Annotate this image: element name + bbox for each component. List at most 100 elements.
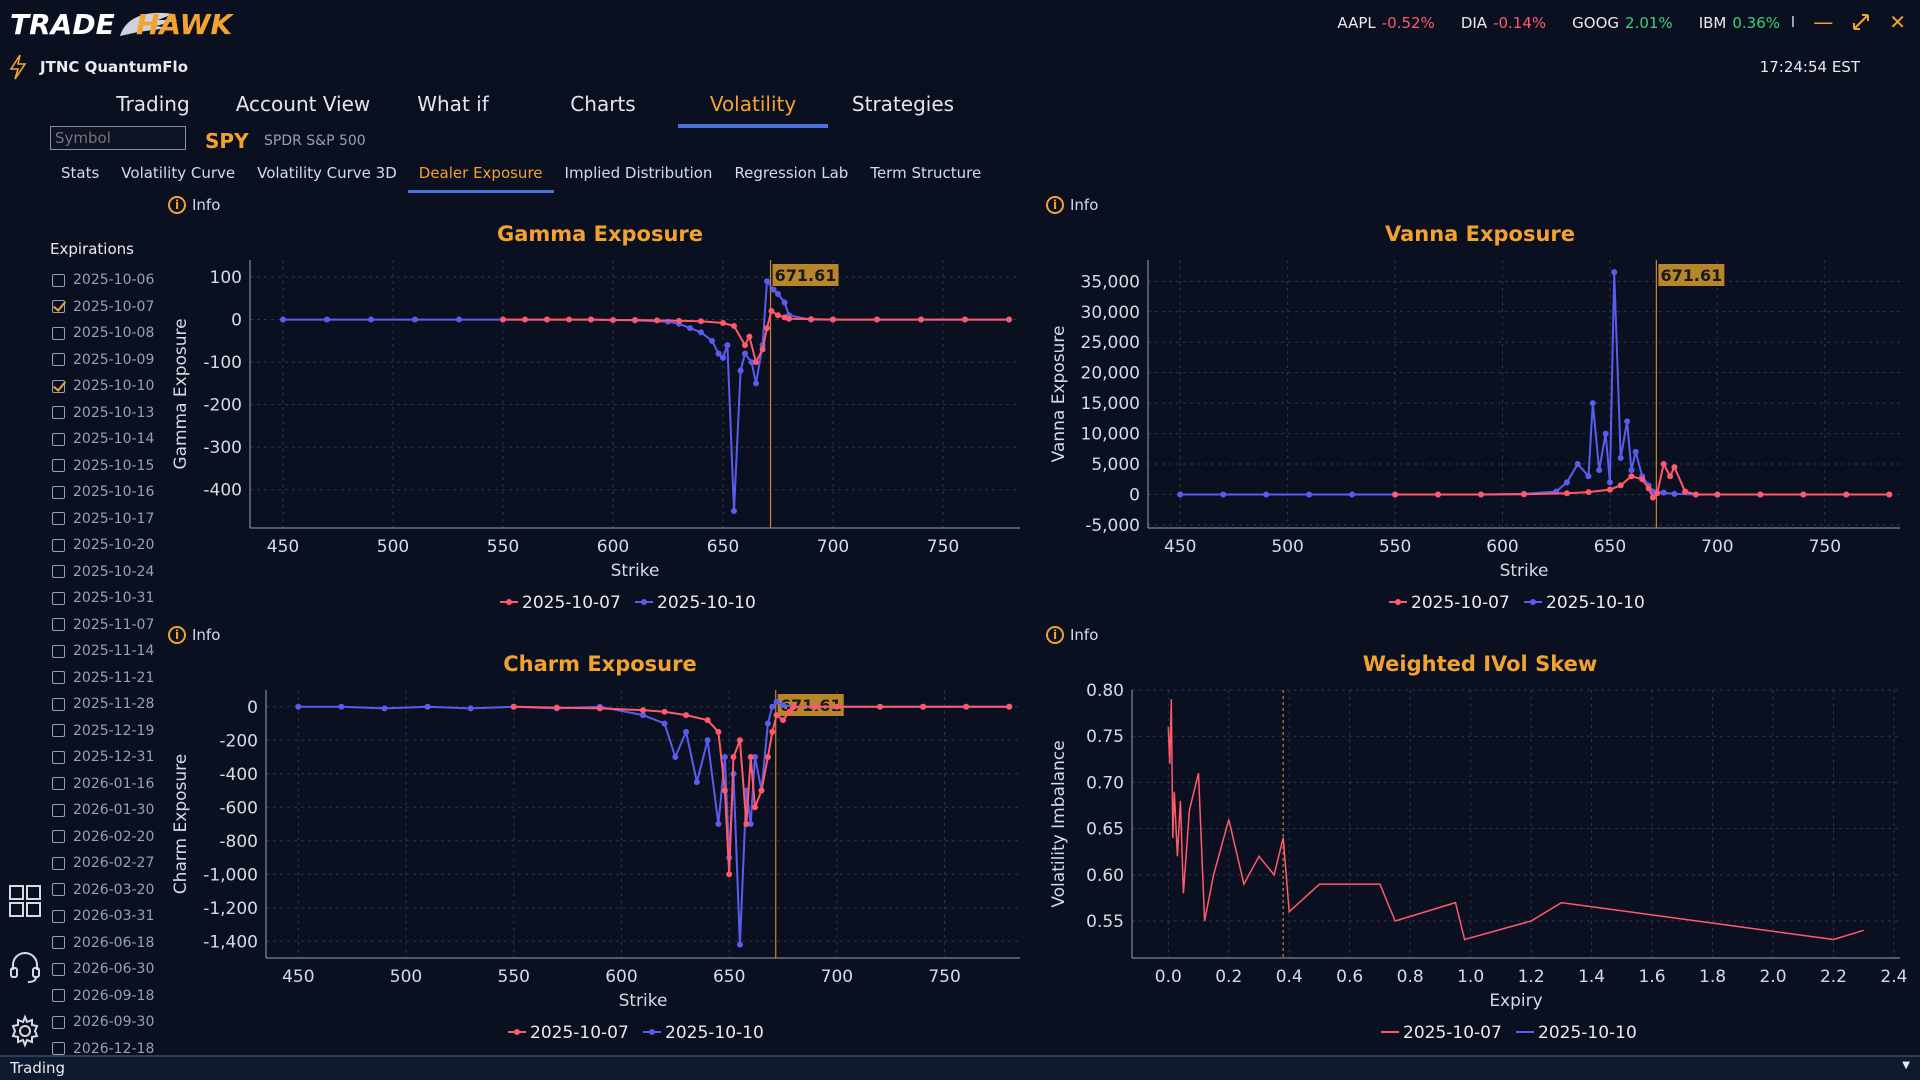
expiration-item[interactable]: 2025-10-14 — [52, 429, 154, 449]
expiration-item[interactable]: 2025-10-15 — [52, 456, 154, 476]
expiration-item[interactable]: 2026-02-20 — [52, 827, 154, 847]
expiration-checkbox[interactable] — [52, 512, 65, 525]
tab-what-if[interactable]: What if — [417, 92, 489, 116]
tab-account-view[interactable]: Account View — [235, 92, 371, 116]
expiration-item[interactable]: 2025-10-09 — [52, 350, 154, 370]
legend-item[interactable]: 2025-10-07 — [500, 593, 621, 613]
expiration-checkbox[interactable] — [52, 1015, 65, 1029]
legend-item[interactable]: 2025-10-07 — [1389, 593, 1510, 613]
legend-item[interactable]: 2025-10-10 — [1524, 593, 1645, 613]
expiration-item[interactable]: 2025-10-20 — [52, 535, 154, 555]
ticker-ibm[interactable]: IBM 0.36% — [1699, 14, 1780, 32]
expiration-item[interactable]: 2025-10-31 — [52, 588, 154, 608]
grid-icon[interactable] — [8, 884, 42, 918]
gear-icon[interactable] — [8, 1014, 42, 1048]
expiration-item[interactable]: 2025-11-07 — [52, 615, 154, 635]
expiration-checkbox[interactable] — [52, 750, 65, 764]
expiration-checkbox[interactable] — [52, 432, 65, 446]
expiration-item[interactable]: 2026-01-16 — [52, 774, 154, 794]
expiration-item[interactable]: 2025-10-10 — [52, 376, 154, 396]
expiration-checkbox[interactable] — [52, 962, 65, 976]
expiration-checkbox[interactable] — [52, 671, 65, 684]
vanna-info-button[interactable]: i Info — [1046, 196, 1098, 214]
legend[interactable]: 2025-10-07 2025-10-10 — [500, 593, 756, 613]
expiration-checkbox[interactable] — [52, 830, 65, 843]
expiration-checkbox[interactable] — [52, 883, 65, 896]
tab-trading[interactable]: Trading — [116, 92, 190, 116]
legend-item[interactable]: 2025-10-07 — [508, 1023, 629, 1043]
expiration-item[interactable]: 2026-03-31 — [52, 906, 154, 926]
ticker-dia[interactable]: DIA -0.14% — [1461, 14, 1546, 32]
charm-info-button[interactable]: i Info — [168, 626, 220, 644]
expiration-item[interactable]: 2025-10-06 — [52, 270, 154, 290]
expiration-item[interactable]: 2025-10-13 — [52, 403, 154, 423]
expiration-item[interactable]: 2025-10-08 — [52, 323, 154, 343]
expiration-item[interactable]: 2025-10-16 — [52, 482, 154, 502]
expiration-item[interactable]: 2026-02-27 — [52, 853, 154, 873]
expiration-checkbox[interactable] — [52, 644, 65, 658]
expiration-checkbox[interactable] — [52, 856, 65, 870]
restore-icon[interactable] — [1851, 12, 1871, 32]
headset-icon[interactable] — [8, 950, 42, 984]
expiration-checkbox[interactable] — [52, 936, 65, 949]
expiration-item[interactable]: 2026-01-30 — [52, 800, 154, 820]
legend[interactable]: 2025-10-07 2025-10-10 — [1381, 1023, 1637, 1043]
subtab-implied-distribution[interactable]: Implied Distribution — [564, 164, 713, 182]
subtab-dealer-exposure[interactable]: Dealer Exposure — [407, 164, 554, 193]
subtab-volatility-curve[interactable]: Volatility Curve — [121, 164, 236, 182]
expiration-checkbox[interactable] — [52, 353, 65, 366]
expiration-item[interactable]: 2025-10-07 — [52, 297, 154, 317]
expiration-item[interactable]: 2025-11-14 — [52, 641, 154, 661]
expiration-item[interactable]: 2025-10-17 — [52, 509, 154, 529]
expiration-checkbox[interactable] — [52, 697, 65, 711]
expiration-item[interactable]: 2025-11-21 — [52, 668, 154, 688]
expiration-checkbox[interactable] — [52, 565, 65, 578]
expiration-checkbox[interactable] — [52, 909, 65, 923]
expiration-checkbox[interactable] — [52, 591, 65, 605]
expiration-item[interactable]: 2026-06-18 — [52, 933, 154, 953]
legend-item[interactable]: 2025-10-10 — [1516, 1023, 1637, 1043]
legend[interactable]: 2025-10-07 2025-10-10 — [1389, 593, 1645, 613]
subtab-stats[interactable]: Stats — [61, 164, 100, 182]
expiration-checkbox[interactable] — [52, 724, 65, 737]
expiration-item[interactable]: 2026-06-30 — [52, 959, 154, 979]
expiration-checkbox[interactable] — [52, 300, 65, 313]
subtab-regression-lab[interactable]: Regression Lab — [734, 164, 849, 182]
expiration-checkbox[interactable] — [52, 379, 65, 393]
expiration-checkbox[interactable] — [52, 485, 65, 499]
expiration-item[interactable]: 2026-09-30 — [52, 1012, 154, 1032]
expiration-checkbox[interactable] — [52, 989, 65, 1002]
legend[interactable]: 2025-10-07 2025-10-10 — [508, 1023, 764, 1043]
tab-charts[interactable]: Charts — [570, 92, 636, 116]
expiration-item[interactable]: 2026-12-18 — [52, 1039, 154, 1059]
legend-item[interactable]: 2025-10-10 — [643, 1023, 764, 1043]
minimize-icon[interactable]: — — [1813, 10, 1834, 34]
subtab-volatility-curve-3d[interactable]: Volatility Curve 3D — [257, 164, 397, 182]
expiration-checkbox[interactable] — [52, 326, 65, 340]
tab-strategies[interactable]: Strategies — [851, 92, 955, 116]
expiration-item[interactable]: 2025-12-31 — [52, 747, 154, 767]
gamma-info-button[interactable]: i Info — [168, 196, 220, 214]
expiration-checkbox[interactable] — [52, 803, 65, 817]
expiration-checkbox[interactable] — [52, 459, 65, 472]
expiration-item[interactable]: 2025-12-19 — [52, 721, 154, 741]
legend-item[interactable]: 2025-10-07 — [1381, 1023, 1502, 1043]
expiration-item[interactable]: 2025-10-24 — [52, 562, 154, 582]
expiration-checkbox[interactable] — [52, 406, 65, 419]
skew-info-button[interactable]: i Info — [1046, 626, 1098, 644]
expiration-checkbox[interactable] — [52, 1042, 65, 1055]
close-icon[interactable]: ✕ — [1889, 10, 1906, 34]
ticker-goog[interactable]: GOOG 2.01% — [1572, 14, 1673, 32]
expiration-checkbox[interactable] — [52, 538, 65, 552]
subtab-term-structure[interactable]: Term Structure — [870, 164, 982, 182]
expiration-item[interactable]: 2025-11-28 — [52, 694, 154, 714]
expiration-item[interactable]: 2026-09-18 — [52, 986, 154, 1006]
expiration-checkbox[interactable] — [52, 273, 65, 287]
ticker-aapl[interactable]: AAPL -0.52% — [1337, 14, 1434, 32]
symbol-input[interactable] — [50, 126, 186, 150]
tab-volatility[interactable]: Volatility — [678, 92, 828, 128]
chevron-down-icon[interactable]: ▼ — [1902, 1060, 1910, 1071]
legend-item[interactable]: 2025-10-10 — [635, 593, 756, 613]
expiration-item[interactable]: 2026-03-20 — [52, 880, 154, 900]
expiration-checkbox[interactable] — [52, 777, 65, 790]
